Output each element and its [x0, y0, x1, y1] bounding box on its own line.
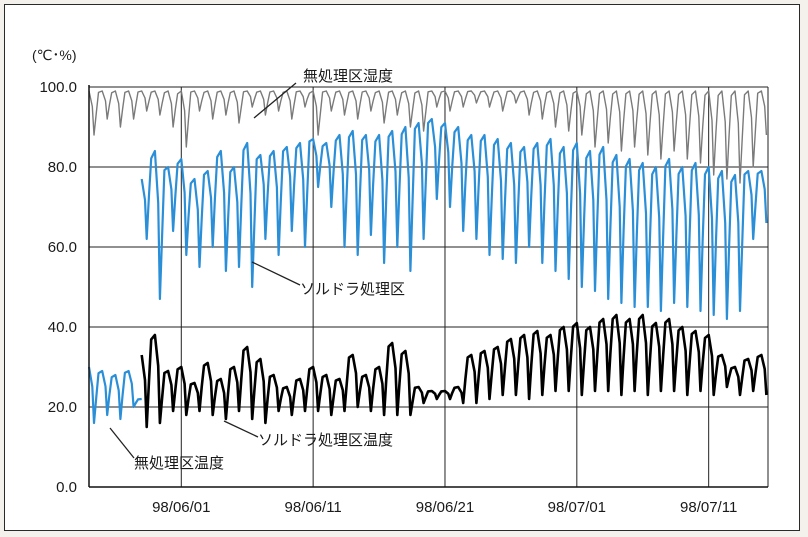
x-tick-label: 98/06/11 — [284, 499, 341, 516]
x-tick-label: 98/07/11 — [680, 499, 737, 516]
y-tick-label: 60.0 — [48, 239, 77, 256]
y-tick-label: 100.0 — [39, 79, 77, 96]
x-tick-label: 98/07/01 — [548, 499, 606, 516]
series-line-soldora-temperature — [140, 313, 768, 429]
annotation-untreated-temperature: 無処理区温度 — [109, 427, 224, 472]
y-tick-label: 80.0 — [48, 159, 77, 176]
x-tick-labels: 98/06/01 98/06/11 98/06/21 98/07/01 98/07/11 — [152, 499, 737, 516]
x-tick-label: 98/06/01 — [152, 499, 210, 516]
series-line-untreated-temperature — [87, 366, 142, 425]
annotation-label: 無処理区温度 — [134, 455, 224, 472]
annotation-label: ソルドラ処理区温度 — [258, 432, 393, 449]
annotation-leader — [253, 82, 297, 119]
series-line-untreated-humidity — [88, 90, 768, 184]
y-unit-label: (℃･%) — [32, 47, 77, 63]
annotation-leader — [109, 427, 135, 459]
annotation-soldora-temperature: ソルドラ処理区温度 — [223, 420, 393, 449]
annotation-soldora-humidity: ソルドラ処理区 — [251, 261, 405, 298]
annotation-leader — [223, 420, 259, 438]
x-tick-label: 98/06/21 — [416, 499, 474, 516]
annotation-label: ソルドラ処理区 — [300, 281, 405, 298]
series-line-soldora-humidity — [140, 117, 768, 321]
y-tick-label: 40.0 — [48, 319, 77, 336]
y-tick-label: 20.0 — [48, 399, 77, 416]
annotation-untreated-humidity: 無処理区湿度 — [253, 68, 393, 119]
grid-lines — [89, 86, 769, 487]
axes — [88, 85, 768, 488]
annotation-leader — [251, 261, 301, 286]
y-tick-label: 0.0 — [56, 479, 77, 496]
y-tick-labels: 0.0 20.0 40.0 60.0 80.0 100.0 — [39, 79, 77, 496]
annotation-label: 無処理区湿度 — [303, 68, 393, 85]
series-layer — [87, 90, 768, 429]
